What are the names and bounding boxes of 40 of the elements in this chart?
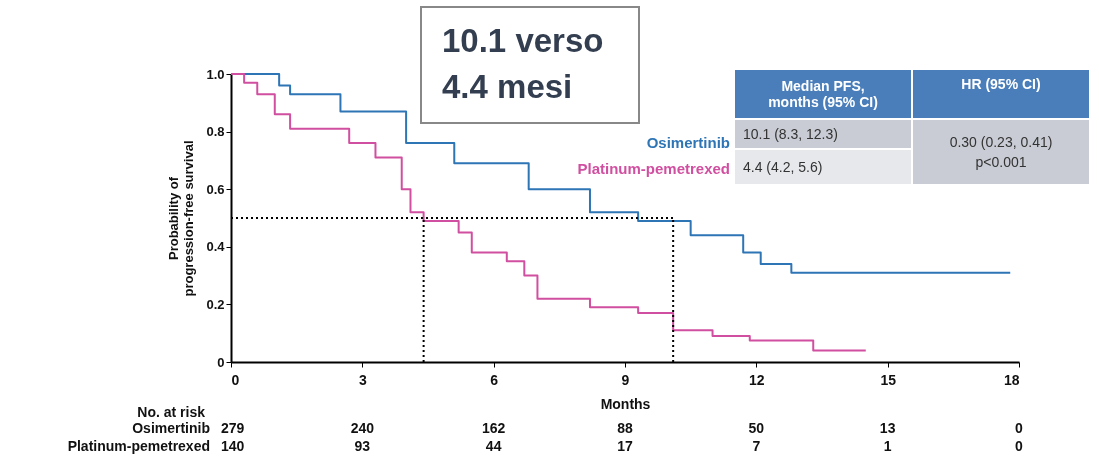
x-tick-label: 6 — [490, 371, 499, 388]
annotation: Median PFS, months (95% CI) — [735, 70, 911, 118]
y-axis-title: Probability of progression-free survival — [166, 140, 197, 297]
text: 88 — [617, 420, 633, 436]
y-tick-label: 1.0 — [206, 66, 225, 82]
y-tick-label: 0.2 — [206, 296, 225, 312]
annotation: 10.1 (8.3, 12.3) — [735, 120, 911, 148]
annotation: HR (95% CI) — [913, 70, 1089, 118]
text: No. at risk — [137, 404, 205, 420]
y-tick-label: 0.4 — [206, 239, 226, 255]
x-tick-label: 12 — [749, 371, 765, 388]
text: 1 — [883, 438, 892, 454]
text: 140 — [221, 438, 245, 454]
text: 93 — [354, 438, 371, 454]
text: Osimertinib — [132, 420, 210, 436]
text: 50 — [748, 420, 765, 436]
text: 240 — [350, 420, 375, 436]
text: 44 — [485, 438, 502, 454]
x-axis-title: Months — [600, 395, 651, 412]
text: 17 — [617, 438, 633, 454]
text: 279 — [221, 420, 245, 436]
text: Osimertinib — [646, 134, 730, 151]
y-tick-label: 0 — [217, 354, 225, 370]
text: 13 — [879, 420, 896, 436]
x-tick-label: 18 — [1003, 371, 1020, 388]
text: 0 — [1015, 420, 1023, 436]
text: Platinum-pemetrexed — [67, 438, 210, 454]
x-tick-label: 3 — [358, 371, 367, 388]
text: 0 — [1015, 438, 1023, 454]
annotation: 0.30 (0.23, 0.41) p<0.001 — [913, 120, 1089, 184]
x-tick-label: 15 — [880, 371, 897, 388]
y-tick-label: 0.6 — [206, 181, 225, 197]
text: Platinum-pemetrexed — [577, 160, 730, 177]
text: 162 — [481, 420, 506, 436]
x-tick-label: 9 — [621, 371, 630, 388]
annotation: 10.1 verso 4.4 mesi — [420, 6, 640, 124]
annotation: 4.4 (4.2, 5.6) — [735, 150, 911, 184]
y-tick-label: 0.8 — [206, 124, 225, 140]
x-tick-label: 0 — [231, 371, 240, 388]
text: 7 — [752, 438, 761, 454]
